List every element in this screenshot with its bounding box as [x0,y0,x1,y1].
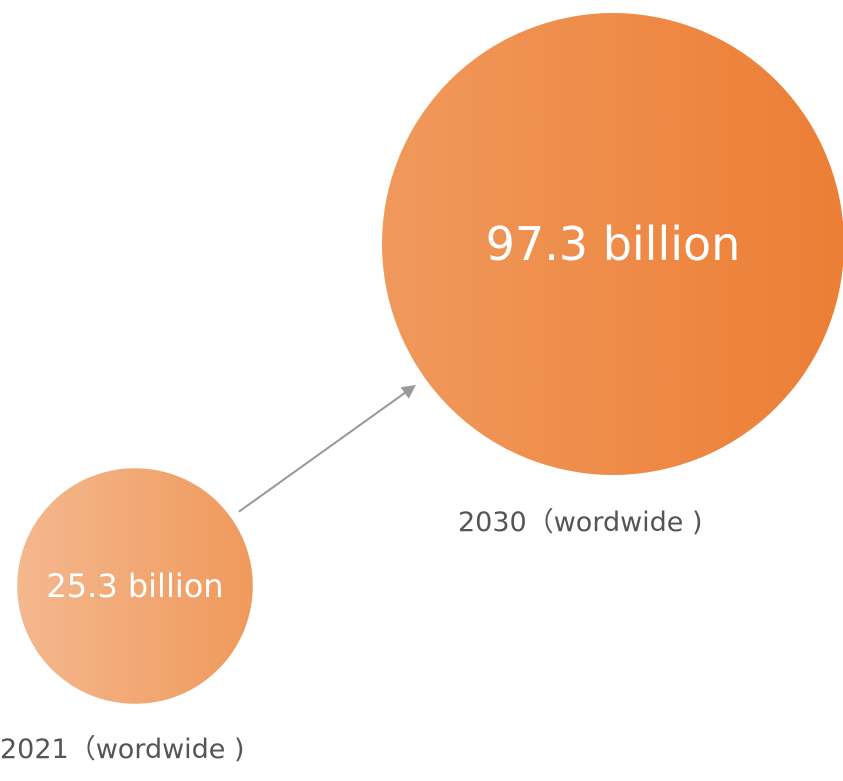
bubble-2030 [382,13,843,475]
value-label-2021: 25.3 billion [46,567,223,605]
growth-arrow [238,384,417,513]
bubble-2021 [17,468,253,704]
caption-2030: 2030（wordwide ) [458,507,703,538]
caption-2021: 2021（wordwide ) [0,734,245,765]
value-label-2030: 97.3 billion [486,217,741,271]
